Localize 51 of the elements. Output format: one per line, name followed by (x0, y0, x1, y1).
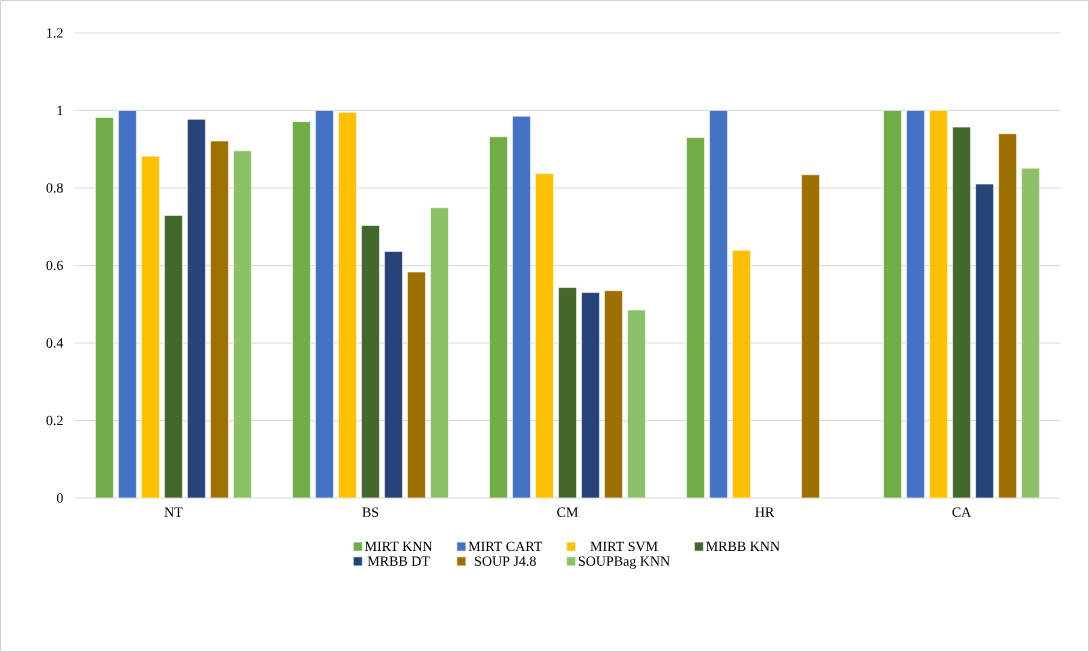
y-tick-label: 1.2 (47, 28, 63, 38)
bar (1021, 167, 1040, 499)
bar (430, 207, 449, 499)
bar (801, 174, 820, 499)
x-tick-label: HR (755, 507, 775, 517)
bar (315, 110, 334, 499)
legend-label: MIRT KNN (365, 541, 433, 551)
bar (141, 155, 160, 499)
y-tick-label: 0.6 (46, 260, 63, 271)
y-tick-label: 1 (57, 105, 63, 116)
bar (187, 119, 206, 499)
bar (384, 251, 403, 499)
y-tick-label: 0.8 (46, 183, 63, 193)
bar (338, 112, 357, 499)
bar (732, 250, 751, 499)
y-tick-label: 0 (56, 493, 63, 503)
bar (975, 183, 994, 499)
x-tick-label: NT (164, 507, 183, 517)
legend-label: SOUP J4.8 (475, 556, 536, 567)
bar (95, 117, 114, 499)
bar (709, 110, 728, 499)
bar (489, 136, 508, 499)
legend-label: MRBB KNN (706, 541, 780, 552)
bar (604, 290, 623, 499)
x-tick-label: BS (362, 507, 379, 517)
bar (686, 137, 705, 499)
legend-label: MIRT CART (468, 541, 543, 552)
bar (906, 110, 925, 499)
y-tick-label: 0.2 (46, 415, 63, 426)
bar (952, 126, 971, 499)
bar (558, 287, 577, 499)
bar (407, 271, 426, 499)
bar (929, 110, 948, 499)
bar (998, 133, 1017, 499)
y-tick-label: 0.4 (46, 338, 64, 348)
bar (164, 215, 183, 499)
bar (535, 173, 554, 499)
legend-label: MRBB DT (367, 556, 430, 566)
bar (512, 115, 531, 499)
bar (581, 292, 600, 499)
bar (210, 140, 229, 499)
bar (361, 225, 380, 499)
bar (627, 309, 646, 499)
legend-label: MIRT SVM (590, 541, 658, 552)
bar (292, 121, 311, 499)
x-tick-label: CA (952, 507, 972, 517)
bar (118, 110, 137, 499)
legend-label: SOUPBag KNN (578, 556, 670, 569)
x-tick-label: CM (557, 507, 578, 517)
bar (883, 110, 902, 499)
bar (233, 150, 252, 499)
